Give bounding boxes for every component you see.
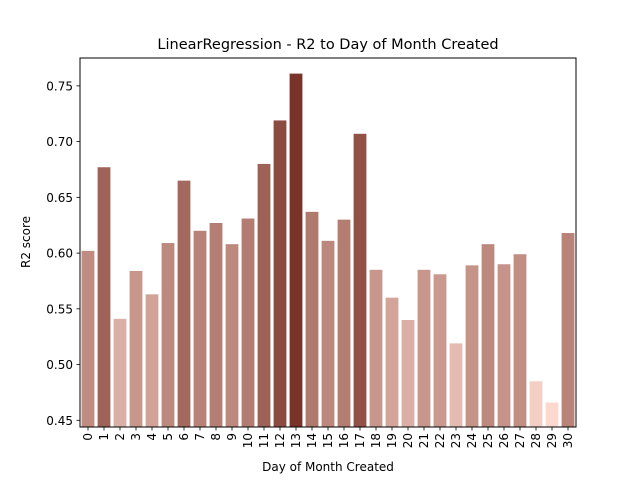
x-tick-label: 26 xyxy=(497,433,511,448)
x-tick-label: 2 xyxy=(113,433,127,441)
bar-day-10 xyxy=(241,218,255,427)
bar-day-27 xyxy=(513,254,527,427)
bar-day-26 xyxy=(497,264,511,427)
bar-day-5 xyxy=(161,243,175,427)
bar-day-0 xyxy=(81,250,95,427)
x-axis-label: Day of Month Created xyxy=(262,460,394,474)
x-tick-label: 7 xyxy=(193,433,207,441)
x-tick-label: 10 xyxy=(241,433,255,448)
plot-frame xyxy=(79,57,577,428)
bar-day-16 xyxy=(337,219,351,427)
y-tick-label: 0.55 xyxy=(46,302,73,316)
bar-day-20 xyxy=(401,319,415,427)
x-tick-label: 22 xyxy=(433,433,447,448)
x-tick-label: 25 xyxy=(481,433,495,448)
chart-title: LinearRegression - R2 to Day of Month Cr… xyxy=(157,37,498,53)
bar-day-3 xyxy=(129,270,143,427)
bar-day-23 xyxy=(449,343,463,427)
x-tick-label: 9 xyxy=(225,433,239,441)
x-tick-label: 23 xyxy=(449,433,463,448)
bar-day-11 xyxy=(257,163,271,427)
bar-day-7 xyxy=(193,230,207,427)
x-tick-label: 12 xyxy=(273,433,287,448)
y-tick-label: 0.75 xyxy=(46,79,73,93)
x-tick-label: 21 xyxy=(417,433,431,448)
x-tick-label: 29 xyxy=(545,433,559,448)
y-axis-label: R2 score xyxy=(19,216,33,268)
x-tick-label: 1 xyxy=(97,433,111,441)
x-tick-label: 11 xyxy=(257,433,271,448)
bar-day-9 xyxy=(225,244,239,427)
x-tick-label: 16 xyxy=(337,433,351,448)
bar-day-15 xyxy=(321,240,335,427)
bar-day-6 xyxy=(177,180,191,427)
x-tick-label: 13 xyxy=(289,433,303,448)
x-tick-label: 27 xyxy=(513,433,527,448)
x-tick-label: 4 xyxy=(145,433,159,441)
x-tick-label: 24 xyxy=(465,433,479,448)
bar-day-19 xyxy=(385,297,399,427)
bar-day-28 xyxy=(529,381,543,427)
bar-day-18 xyxy=(369,269,383,427)
bar-day-14 xyxy=(305,211,319,427)
x-tick-label: 6 xyxy=(177,433,191,441)
bar-day-17 xyxy=(353,133,367,427)
x-axis-ticks: 0 1 2 3 4 5 6 7 8 9 10 11 12 13 14 15 16 17 18 19 20 21 22 23 24… xyxy=(81,427,575,448)
y-tick-label: 0.50 xyxy=(46,358,73,372)
x-tick-label: 20 xyxy=(401,433,415,448)
x-tick-label: 18 xyxy=(369,433,383,448)
x-tick-label: 19 xyxy=(385,433,399,448)
y-tick-label: 0.60 xyxy=(46,247,73,261)
bar-day-24 xyxy=(465,265,479,427)
bar-day-12 xyxy=(273,120,287,428)
x-tick-label: 3 xyxy=(129,433,143,441)
bar-day-21 xyxy=(417,269,431,427)
y-tick-label: 0.65 xyxy=(46,191,73,205)
x-tick-label: 30 xyxy=(561,433,575,448)
x-tick-label: 28 xyxy=(529,433,543,448)
bar-day-8 xyxy=(209,222,223,427)
bar-day-29 xyxy=(545,402,559,427)
x-tick-label: 17 xyxy=(353,433,367,448)
y-axis-ticks: 0.45 0.50 0.55 0.60 0.65 0.70 0.75 xyxy=(46,79,80,428)
y-tick-label: 0.45 xyxy=(46,414,73,428)
x-tick-label: 8 xyxy=(209,433,223,441)
x-tick-label: 5 xyxy=(161,433,175,441)
bar-day-4 xyxy=(145,294,159,427)
y-tick-label: 0.70 xyxy=(46,135,73,149)
bar-day-30 xyxy=(561,233,575,427)
bars-layer xyxy=(81,73,575,428)
x-tick-label: 14 xyxy=(305,433,319,448)
bar-day-2 xyxy=(113,318,127,427)
x-tick-label: 0 xyxy=(81,433,95,441)
bar-day-22 xyxy=(433,274,447,427)
bar-day-1 xyxy=(97,167,111,427)
bar-day-25 xyxy=(481,244,495,427)
x-tick-label: 15 xyxy=(321,433,335,448)
bar-day-13 xyxy=(289,73,303,428)
